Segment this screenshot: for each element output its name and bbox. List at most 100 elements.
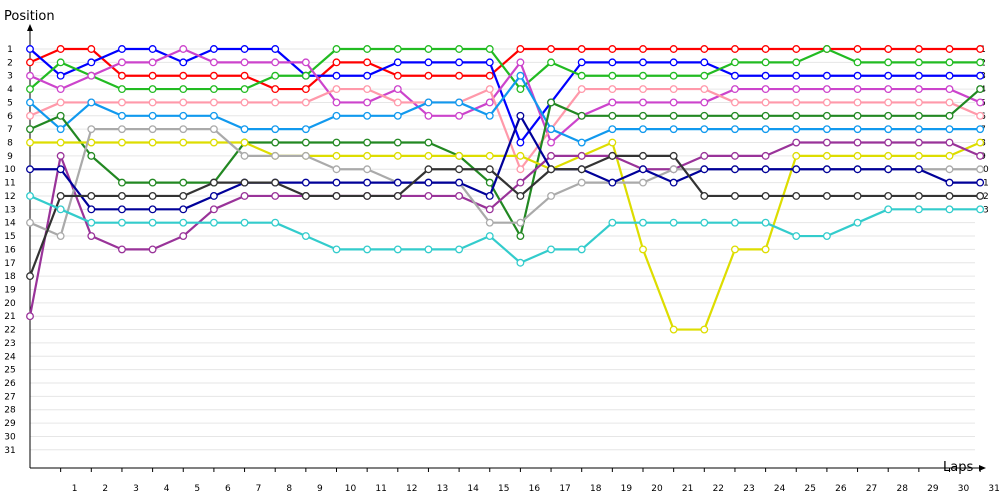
data-point-s2-lap31 xyxy=(976,71,985,80)
data-point-s11-lap31 xyxy=(976,178,985,187)
data-point-s13-lap7 xyxy=(240,218,249,227)
data-point-s1-lap12 xyxy=(393,71,402,80)
data-point-s4-lap12 xyxy=(393,85,402,94)
data-point-s3-lap5 xyxy=(179,85,188,94)
x-axis-arrow xyxy=(979,465,986,471)
data-point-s9-lap14 xyxy=(455,192,464,200)
x-tick-label-11: 11 xyxy=(375,484,386,494)
data-point-s6-lap3 xyxy=(117,111,126,120)
data-point-s6-lap28 xyxy=(884,125,893,134)
data-point-s1-lap30 xyxy=(945,45,954,53)
data-point-s2-lap2 xyxy=(87,58,96,67)
data-point-s1-lap7 xyxy=(240,71,249,80)
x-tick-label-4: 4 xyxy=(164,484,170,494)
y-tick-label-8: 8 xyxy=(7,139,13,149)
data-point-s6-lap15 xyxy=(485,111,494,120)
data-point-s10-lap15 xyxy=(485,218,494,227)
data-point-s5-lap31 xyxy=(976,111,985,120)
data-point-s6-lap14 xyxy=(455,98,464,107)
data-point-s12-lap2 xyxy=(87,192,96,200)
data-point-s3-lap21 xyxy=(669,71,678,80)
series-line-13 xyxy=(29,194,981,264)
series-6 xyxy=(26,71,985,147)
data-point-s13-lap22 xyxy=(700,218,709,227)
x-tick-label-2: 2 xyxy=(102,484,108,494)
x-tick-label-6: 6 xyxy=(225,484,231,494)
data-point-s2-lap15 xyxy=(485,58,494,67)
data-point-s13-lap20 xyxy=(639,218,647,227)
data-point-s12-lap7 xyxy=(240,178,249,187)
chart-grid xyxy=(30,48,975,451)
data-point-s5-lap28 xyxy=(884,98,893,107)
data-point-s12-lap18 xyxy=(577,165,586,174)
data-point-s12-lap29 xyxy=(914,192,923,200)
x-tick-label-9: 9 xyxy=(317,484,323,494)
x-tick-label-10: 10 xyxy=(345,484,357,494)
data-point-s1-lap15 xyxy=(485,71,494,80)
data-point-s9-lap18 xyxy=(577,151,586,160)
data-point-s11-lap28 xyxy=(884,165,893,174)
data-point-s4-lap27 xyxy=(853,85,862,94)
data-point-s6-lap16 xyxy=(516,71,525,80)
data-point-s6-lap19 xyxy=(608,125,617,134)
x-tick-label-8: 8 xyxy=(286,484,292,494)
data-point-s5-lap0 xyxy=(26,111,34,120)
data-point-s12-lap15 xyxy=(485,165,494,174)
y-tick-label-29: 29 xyxy=(4,419,16,429)
data-point-s5-lap5 xyxy=(179,98,188,107)
data-point-s4-lap5 xyxy=(179,45,188,53)
data-point-s9-lap16 xyxy=(516,178,525,187)
data-point-s6-lap27 xyxy=(853,125,862,134)
data-point-s11-lap30 xyxy=(945,178,954,187)
data-point-s2-lap26 xyxy=(822,71,831,80)
data-point-s2-lap10 xyxy=(332,71,341,80)
data-point-s11-lap21 xyxy=(669,178,678,187)
series-line-2 xyxy=(29,47,981,144)
data-point-s7-lap15 xyxy=(485,178,494,187)
data-point-s1-lap27 xyxy=(853,45,862,53)
data-point-s9-lap15 xyxy=(485,205,494,214)
chart-axes xyxy=(27,24,986,471)
data-point-s8-lap23 xyxy=(731,245,739,254)
series-line-7 xyxy=(29,88,981,238)
x-tick-label-28: 28 xyxy=(896,484,908,494)
data-point-s10-lap3 xyxy=(117,125,126,134)
data-point-s8-lap7 xyxy=(240,138,249,147)
data-point-s4-lap28 xyxy=(884,85,893,94)
data-point-s8-lap13 xyxy=(424,151,433,160)
data-point-s3-lap28 xyxy=(884,58,893,67)
data-point-s11-lap20 xyxy=(639,165,647,174)
series-group xyxy=(26,45,985,334)
series-line-9 xyxy=(28,141,981,317)
data-point-s7-lap23 xyxy=(731,111,739,120)
y-tick-label-14: 14 xyxy=(4,219,16,229)
data-point-s11-lap25 xyxy=(792,165,801,174)
data-point-s2-lap25 xyxy=(792,71,801,80)
data-point-s1-lap22 xyxy=(700,45,709,53)
data-point-s5-lap1 xyxy=(56,98,65,107)
data-point-s10-lap9 xyxy=(301,151,310,160)
data-point-s13-lap18 xyxy=(577,245,586,254)
data-point-s4-lap9 xyxy=(301,58,310,67)
data-point-s11-lap23 xyxy=(731,165,739,174)
data-point-s4-lap20 xyxy=(639,98,647,107)
data-point-s7-lap22 xyxy=(700,111,709,120)
data-point-s5-lap7 xyxy=(240,98,249,107)
y-axis-title: Position xyxy=(4,9,55,24)
data-point-s3-lap3 xyxy=(117,85,126,94)
data-point-s3-lap22 xyxy=(700,71,709,80)
data-point-s7-lap8 xyxy=(271,138,280,147)
data-point-s3-lap20 xyxy=(639,71,647,80)
series-line-11 xyxy=(30,114,981,211)
data-point-s7-lap1 xyxy=(56,111,65,120)
y-tick-label-5: 5 xyxy=(7,98,13,108)
data-point-s7-lap17 xyxy=(547,98,555,107)
data-point-s8-lap21 xyxy=(669,325,678,334)
y-tick-label-28: 28 xyxy=(4,406,16,416)
data-point-s1-lap9 xyxy=(301,85,310,94)
data-point-s2-lap30 xyxy=(945,71,954,80)
data-point-s7-lap18 xyxy=(577,111,586,120)
data-point-s13-lap25 xyxy=(792,232,801,240)
data-point-s11-lap2 xyxy=(87,205,96,214)
